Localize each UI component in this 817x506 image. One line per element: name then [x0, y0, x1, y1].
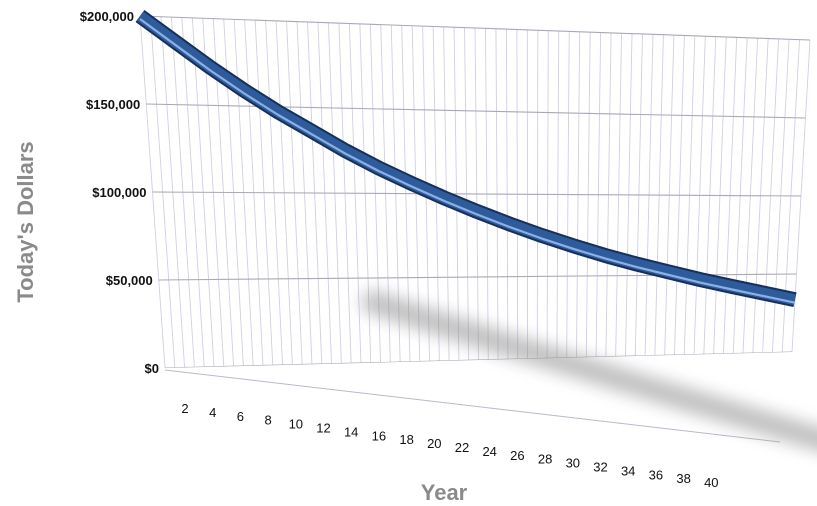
y-tick-label: $200,000 [80, 9, 134, 24]
x-tick-label: 22 [455, 440, 469, 455]
y-axis-title: Today's Dollars [13, 141, 38, 302]
x-tick-label: 32 [593, 460, 607, 475]
x-tick-label: 4 [209, 405, 216, 420]
x-tick-label: 18 [399, 432, 413, 447]
series-line-layer [135, 9, 797, 308]
plot-plane [139, 15, 811, 369]
x-tick-label: 40 [704, 475, 718, 490]
x-tick-label: 36 [649, 467, 663, 482]
series-line-highlight [139, 18, 796, 304]
x-tick-label: 26 [510, 448, 524, 463]
x-tick-label: 24 [482, 444, 496, 459]
series-shadow-path [361, 290, 817, 451]
grid-line-horizontal [139, 15, 811, 41]
x-tick-label: 20 [427, 436, 441, 451]
y-tick-label: $0 [145, 361, 159, 376]
x-tick-label: 12 [316, 421, 330, 436]
y-tick-label: $150,000 [86, 97, 140, 112]
x-tick-label: 34 [621, 463, 635, 478]
x-tick-label: 38 [676, 471, 690, 486]
y-tick-label: $50,000 [106, 273, 153, 288]
x-tick-label: 10 [289, 417, 303, 432]
y-tick-labels: $0 $50,000 $100,000 $150,000 $200,000 [80, 9, 159, 376]
x-axis-title: Year [421, 480, 468, 505]
x-tick-label: 8 [264, 413, 271, 428]
x-tick-label: 2 [181, 401, 188, 416]
floor-edge [164, 369, 781, 443]
x-tick-label: 14 [344, 424, 358, 439]
y-tick-label: $100,000 [92, 185, 146, 200]
series-line [136, 11, 797, 306]
x-tick-label: 16 [372, 428, 386, 443]
x-tick-label: 6 [237, 409, 244, 424]
series-shadow [164, 290, 817, 451]
grid-line-horizontal [152, 191, 802, 197]
x-tick-labels: 2 4 6 8 10 12 14 16 18 20 22 24 26 28 30 32 34 36 38 40 [181, 401, 718, 490]
x-tick-label: 28 [538, 452, 552, 467]
x-tick-label: 30 [566, 456, 580, 471]
